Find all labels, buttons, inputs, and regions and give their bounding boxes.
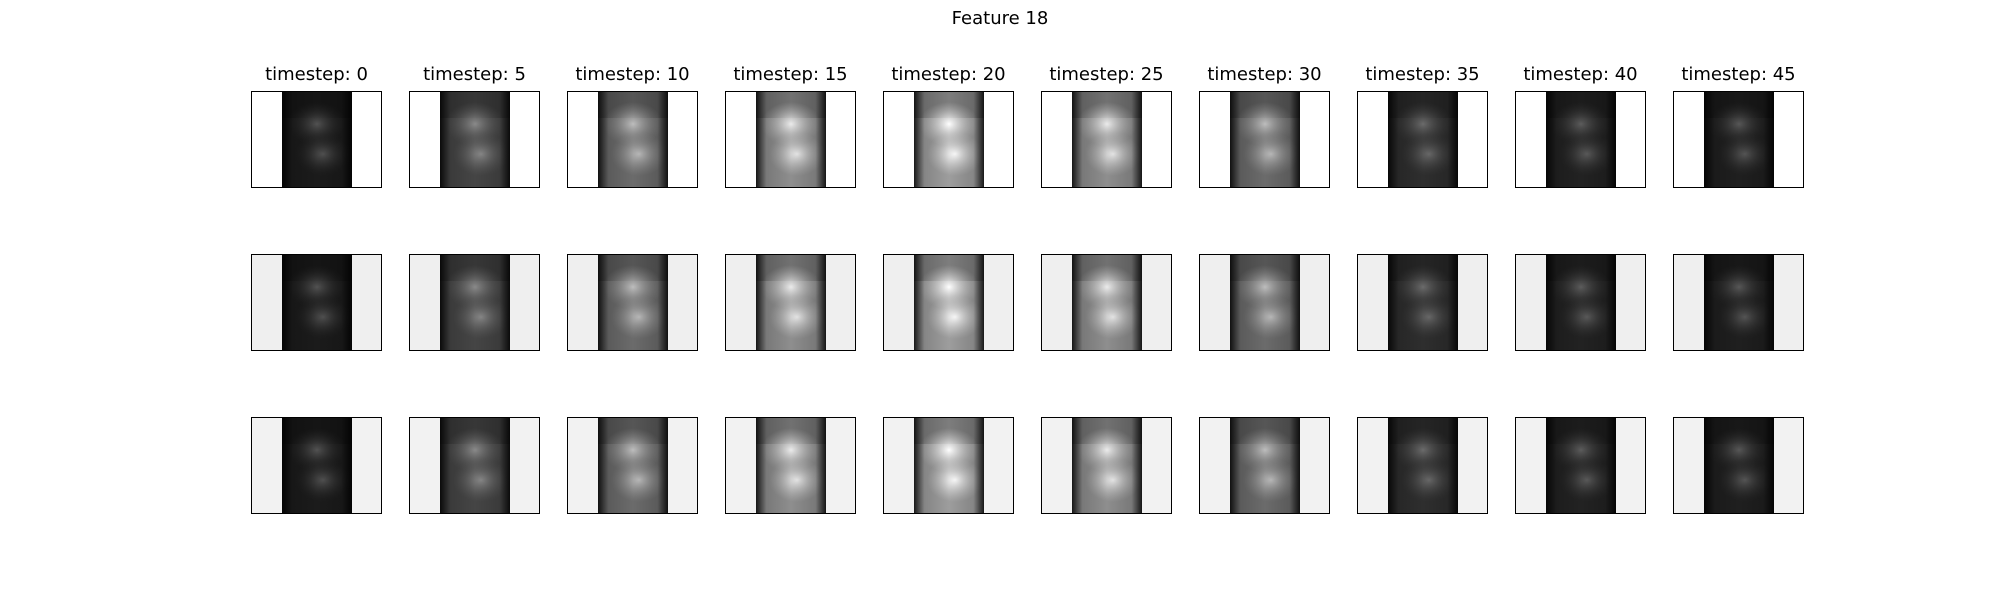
- feature-map-panel: [1357, 91, 1488, 188]
- figure-title: Feature 18: [951, 8, 1049, 29]
- feature-map-panel: [1199, 417, 1330, 514]
- column-title: timestep: 40: [1523, 64, 1638, 85]
- feature-map-panel: [567, 254, 698, 351]
- feature-map-panel: [1041, 91, 1172, 188]
- feature-map-panel: [883, 254, 1014, 351]
- column-title: timestep: 45: [1681, 64, 1796, 85]
- feature-map-panel: [567, 91, 698, 188]
- feature-map-panel: [1515, 254, 1646, 351]
- feature-map-panel: [1673, 91, 1804, 188]
- feature-map-panel: [1357, 417, 1488, 514]
- feature-map-panel: [883, 91, 1014, 188]
- feature-map-panel: [567, 417, 698, 514]
- feature-map-panel: [251, 91, 382, 188]
- feature-map-panel: [1673, 417, 1804, 514]
- feature-map-panel: [883, 417, 1014, 514]
- column-title: timestep: 20: [891, 64, 1006, 85]
- feature-map-panel: [1515, 417, 1646, 514]
- feature-map-panel: [1199, 254, 1330, 351]
- feature-map-panel: [725, 417, 856, 514]
- column-title: timestep: 35: [1365, 64, 1480, 85]
- column-title: timestep: 25: [1049, 64, 1164, 85]
- feature-map-panel: [1357, 254, 1488, 351]
- feature-map-panel: [1199, 91, 1330, 188]
- feature-map-panel: [409, 91, 540, 188]
- feature-map-panel: [1515, 91, 1646, 188]
- column-title: timestep: 10: [575, 64, 690, 85]
- feature-map-panel: [1673, 254, 1804, 351]
- feature-map-panel: [1041, 417, 1172, 514]
- column-title: timestep: 5: [423, 64, 526, 85]
- feature-map-panel: [251, 254, 382, 351]
- feature-map-panel: [725, 91, 856, 188]
- feature-map-panel: [725, 254, 856, 351]
- column-title: timestep: 30: [1207, 64, 1322, 85]
- column-title: timestep: 0: [265, 64, 368, 85]
- feature-map-panel: [409, 254, 540, 351]
- feature-map-panel: [1041, 254, 1172, 351]
- column-title: timestep: 15: [733, 64, 848, 85]
- feature-map-panel: [251, 417, 382, 514]
- feature-map-panel: [409, 417, 540, 514]
